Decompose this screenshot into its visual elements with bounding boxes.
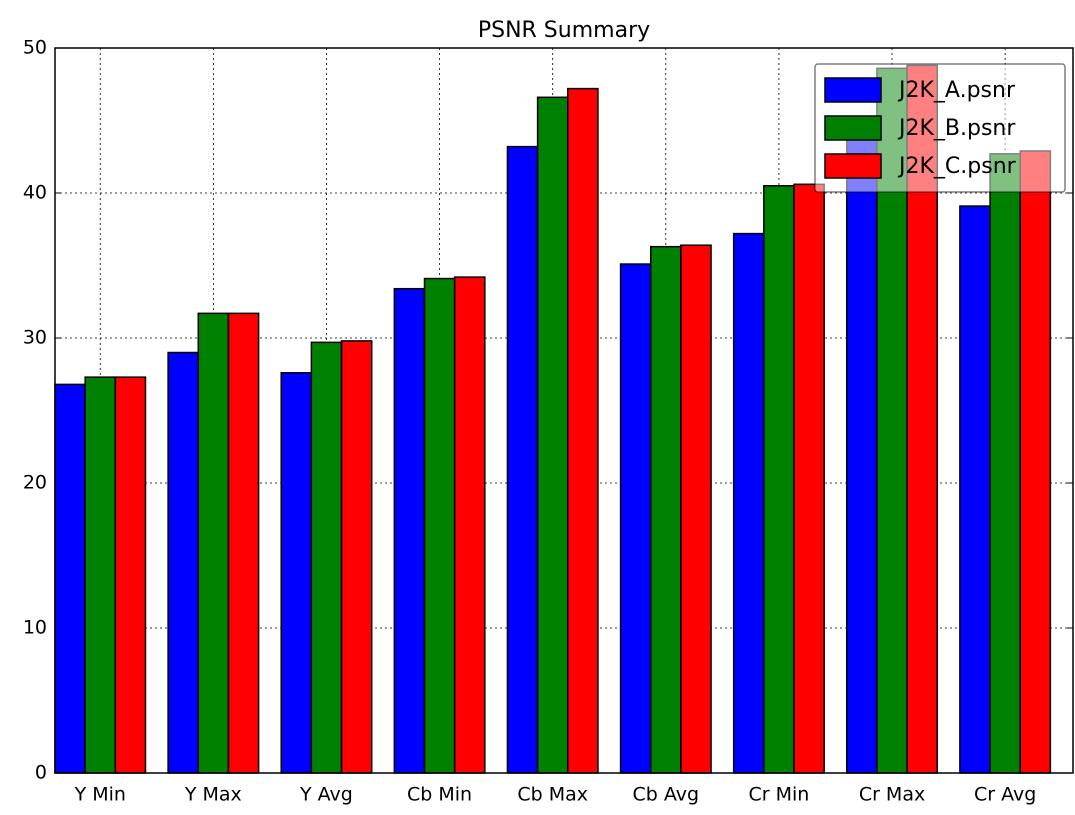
bar bbox=[989, 153, 1021, 774]
bar bbox=[54, 383, 86, 774]
x-tick-label: Cr Avg bbox=[974, 784, 1036, 806]
y-tick-label: 0 bbox=[35, 762, 47, 784]
x-tick-label: Cb Avg bbox=[633, 784, 700, 806]
bar bbox=[310, 341, 343, 774]
legend-label: J2K_B.psnr bbox=[897, 116, 1016, 141]
y-tick-label: 40 bbox=[23, 182, 47, 204]
bar bbox=[506, 145, 539, 774]
x-tick-label: Cr Max bbox=[859, 784, 925, 806]
legend: J2K_A.psnr J2K_B.psnr J2K_C.psnr bbox=[814, 63, 1066, 193]
chart-title: PSNR Summary bbox=[478, 18, 650, 43]
legend-label: J2K_C.psnr bbox=[897, 154, 1017, 179]
bar bbox=[793, 183, 825, 774]
bar bbox=[393, 287, 426, 774]
legend-swatch bbox=[824, 77, 882, 103]
bar bbox=[763, 185, 795, 774]
plot-frame bbox=[54, 47, 1074, 774]
y-tick-label: 30 bbox=[23, 327, 47, 349]
x-tick-label: Cb Min bbox=[407, 784, 472, 806]
bar bbox=[732, 232, 765, 774]
x-tick-label: Y Max bbox=[184, 784, 242, 806]
bar bbox=[280, 372, 313, 774]
x-tick-label: Cb Max bbox=[517, 784, 588, 806]
y-tick-label: 20 bbox=[23, 472, 47, 494]
y-tick-label: 10 bbox=[23, 617, 47, 639]
bar bbox=[619, 263, 652, 774]
bar bbox=[197, 312, 230, 774]
bar bbox=[340, 340, 373, 774]
bar bbox=[536, 96, 569, 774]
legend-swatch bbox=[824, 115, 882, 141]
bar bbox=[846, 129, 878, 774]
bar bbox=[453, 276, 486, 774]
bar bbox=[167, 351, 200, 774]
bar bbox=[423, 277, 456, 774]
bar bbox=[227, 312, 260, 774]
x-tick-label: Y Avg bbox=[299, 784, 353, 806]
x-tick-label: Cr Min bbox=[748, 784, 809, 806]
bar bbox=[649, 245, 682, 774]
bar bbox=[567, 87, 599, 774]
legend-swatch bbox=[824, 153, 882, 179]
bar bbox=[84, 376, 117, 774]
bar bbox=[680, 244, 712, 774]
bar bbox=[114, 376, 147, 774]
legend-label: J2K_A.psnr bbox=[897, 78, 1016, 103]
y-tick-label: 50 bbox=[23, 37, 47, 59]
x-tick-label: Y Min bbox=[74, 784, 126, 806]
bar bbox=[1019, 150, 1052, 774]
bar bbox=[959, 205, 991, 774]
